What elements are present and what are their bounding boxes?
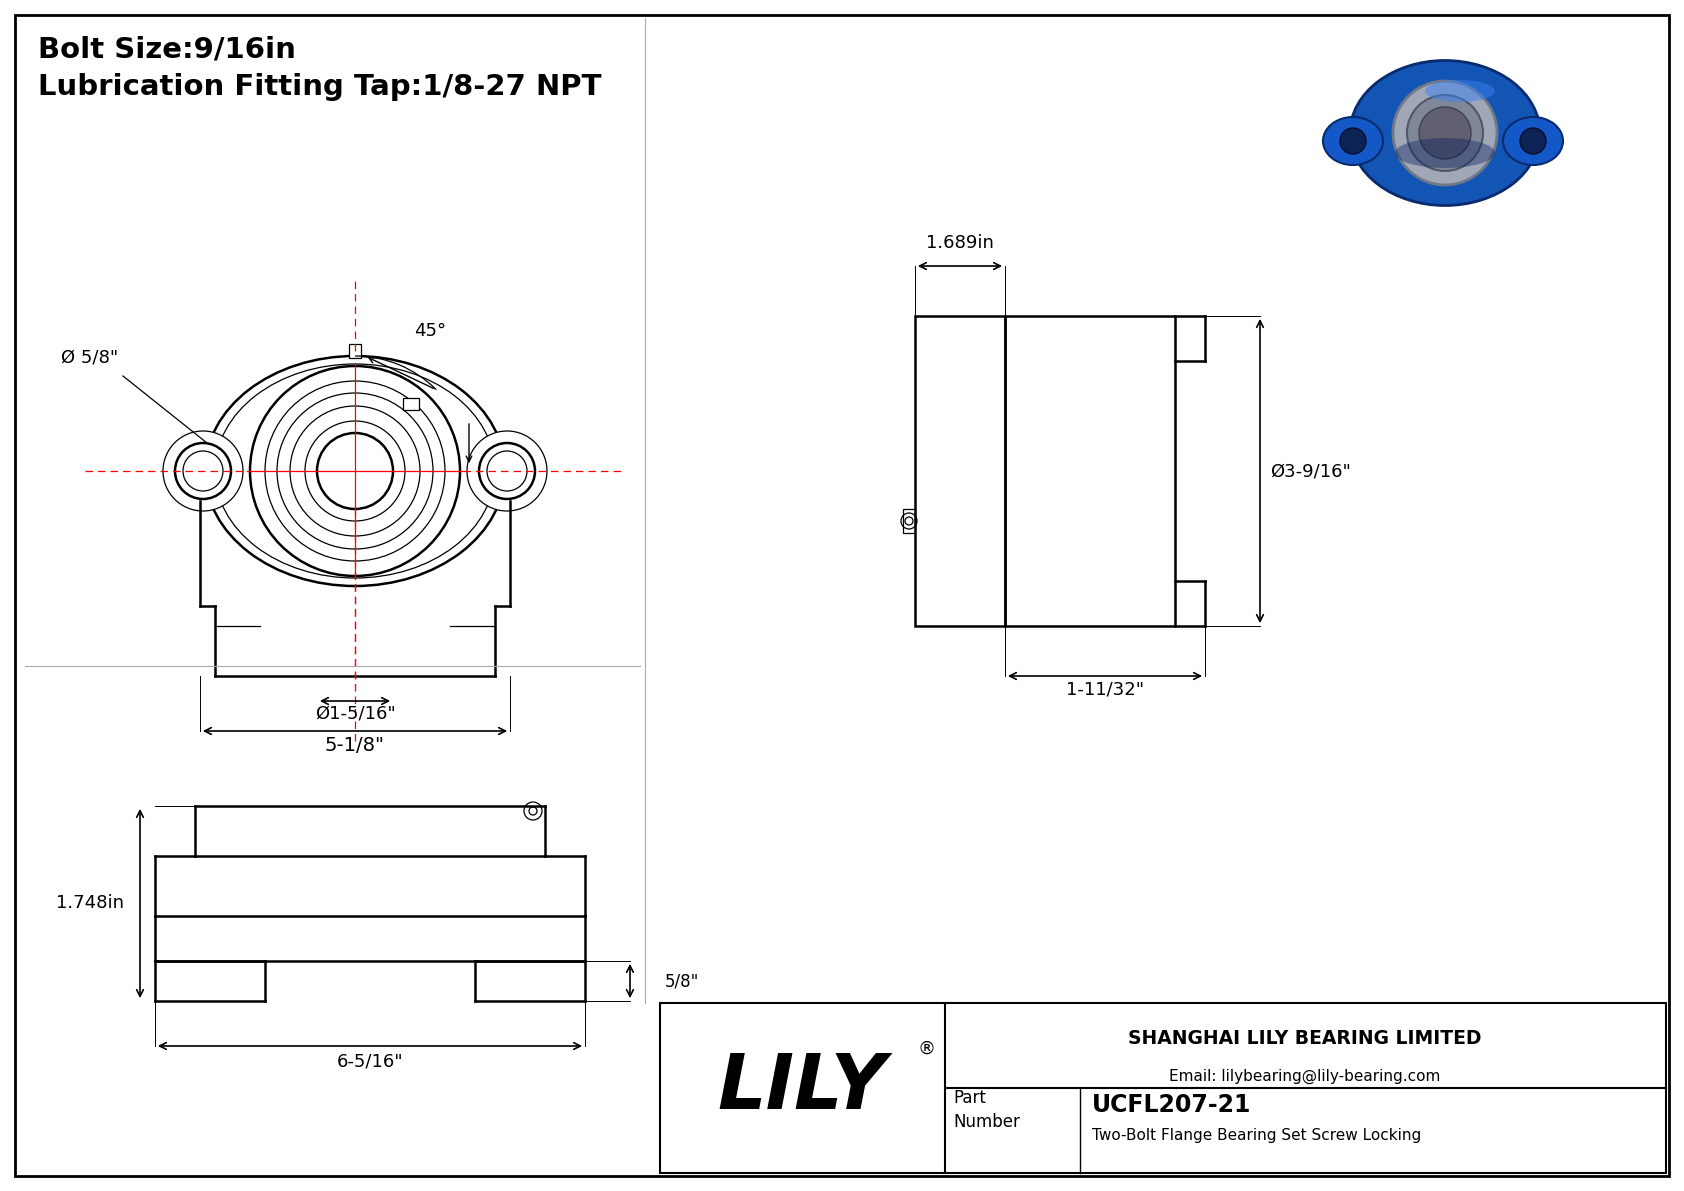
Text: SHANGHAI LILY BEARING LIMITED: SHANGHAI LILY BEARING LIMITED [1128, 1029, 1482, 1048]
Circle shape [1393, 81, 1497, 185]
Text: Lubrication Fitting Tap:1/8-27 NPT: Lubrication Fitting Tap:1/8-27 NPT [39, 73, 601, 101]
Circle shape [1408, 95, 1484, 172]
Text: LILY: LILY [717, 1050, 886, 1125]
Circle shape [1420, 107, 1472, 160]
FancyBboxPatch shape [402, 398, 419, 410]
Circle shape [1521, 127, 1546, 154]
Ellipse shape [1324, 117, 1383, 166]
FancyBboxPatch shape [349, 344, 360, 358]
Text: 5-1/8": 5-1/8" [325, 736, 386, 755]
Text: UCFL207-21: UCFL207-21 [1091, 1093, 1251, 1117]
Text: Ø 5/8": Ø 5/8" [61, 349, 118, 367]
Text: Ø3-9/16": Ø3-9/16" [1270, 462, 1351, 480]
Bar [903, 509, 914, 534]
Text: Bolt Size:9/16in: Bolt Size:9/16in [39, 36, 296, 64]
Text: 6-5/16": 6-5/16" [337, 1052, 402, 1070]
Bar [1005, 316, 1175, 626]
Ellipse shape [1504, 117, 1563, 166]
Bar [914, 316, 1005, 626]
Text: Two-Bolt Flange Bearing Set Screw Locking: Two-Bolt Flange Bearing Set Screw Lockin… [1091, 1128, 1421, 1143]
Text: Ø1-5/16": Ø1-5/16" [315, 705, 396, 723]
Circle shape [163, 431, 242, 511]
Text: ®: ® [918, 1040, 936, 1058]
Text: 5/8": 5/8" [665, 972, 699, 990]
Text: 1-11/32": 1-11/32" [1066, 680, 1143, 698]
Circle shape [466, 431, 547, 511]
Ellipse shape [1425, 80, 1495, 102]
Ellipse shape [1351, 61, 1539, 206]
Text: 1.748in: 1.748in [56, 894, 125, 912]
Circle shape [1340, 127, 1366, 154]
Text: 1.689in: 1.689in [926, 233, 994, 252]
Ellipse shape [1394, 138, 1495, 168]
Text: 45°: 45° [414, 322, 446, 339]
Bar [660, 1003, 1665, 1173]
Text: Email: lilybearing@lily-bearing.com: Email: lilybearing@lily-bearing.com [1169, 1068, 1442, 1084]
Text: Part
Number: Part Number [953, 1090, 1021, 1131]
